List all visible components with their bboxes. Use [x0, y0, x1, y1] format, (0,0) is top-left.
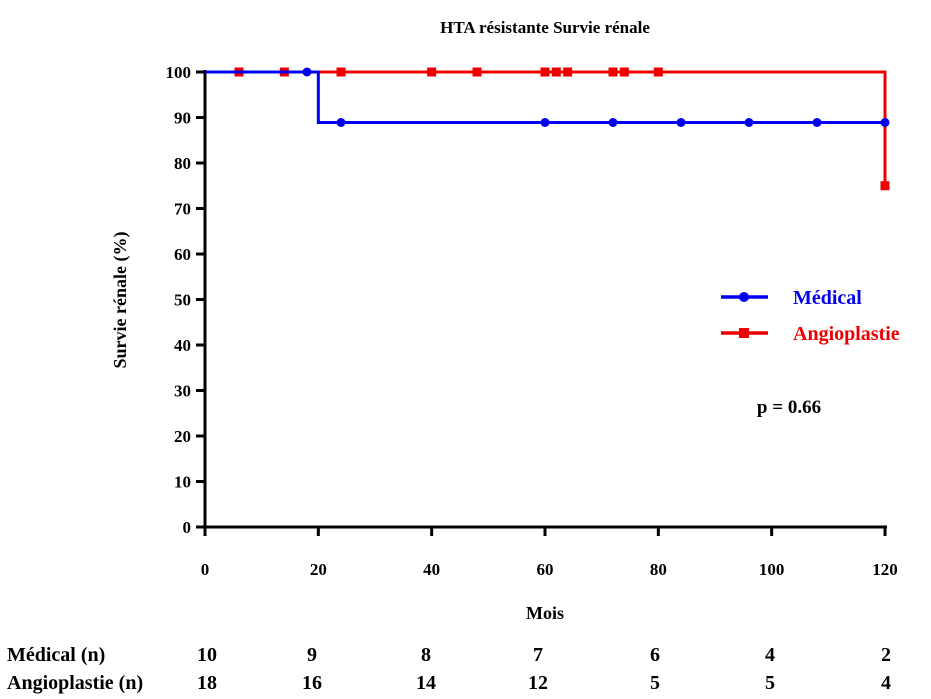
- series-line-medical: [205, 70, 885, 125]
- axes: 0 10 20 30 40 50 60 70 80 90 100 0 20 40 60 80 100 120: [166, 63, 898, 579]
- risk-value: 10: [197, 644, 217, 666]
- y-tick-label: 80: [174, 154, 191, 173]
- y-tick-label: 60: [174, 245, 191, 264]
- censor-mark: [619, 67, 629, 77]
- risk-value: 4: [881, 672, 891, 694]
- y-tick-label: 20: [174, 427, 191, 446]
- x-tick-label: 100: [759, 560, 785, 579]
- censor-mark: [336, 67, 346, 77]
- censor-mark: [653, 67, 663, 77]
- y-tick-label: 30: [174, 382, 191, 401]
- risk-row-label: Angioplastie (n): [7, 672, 144, 694]
- y-tick-label: 40: [174, 336, 191, 355]
- censor-mark: [676, 118, 686, 128]
- y-tick-label: 70: [174, 200, 191, 219]
- legend-label: Médical: [793, 287, 862, 309]
- x-axis-label: Mois: [526, 603, 564, 623]
- y-tick-label: 100: [166, 63, 192, 82]
- y-tick-label: 90: [174, 109, 191, 128]
- risk-value: 5: [650, 672, 660, 694]
- censor-mark: [812, 118, 822, 128]
- risk-value: 9: [307, 644, 317, 666]
- censor-mark: [540, 118, 550, 128]
- x-tick-label: 120: [872, 560, 898, 579]
- censor-mark: [551, 67, 561, 77]
- risk-value: 7: [533, 644, 543, 666]
- censor-mark: [540, 67, 550, 77]
- legend: Médical Angioplastie: [721, 287, 900, 345]
- x-tick-label: 40: [423, 560, 440, 579]
- risk-value: 8: [421, 644, 431, 666]
- legend-label: Angioplastie: [793, 323, 900, 345]
- censor-mark: [744, 118, 754, 128]
- risk-value: 12: [528, 672, 548, 694]
- censor-mark: [608, 67, 618, 77]
- x-tick-label: 20: [310, 560, 327, 579]
- risk-value: 6: [650, 644, 660, 666]
- risk-row-label: Médical (n): [7, 644, 106, 666]
- legend-marker: [739, 328, 749, 338]
- y-tick-label: 0: [183, 518, 192, 537]
- p-value-annotation: p = 0.66: [757, 397, 821, 418]
- censor-mark: [880, 181, 890, 191]
- chart-title: HTA résistante Survie rénale: [440, 18, 650, 37]
- y-tick-label: 50: [174, 291, 191, 310]
- censor-mark: [336, 118, 346, 128]
- y-tick-label: 10: [174, 473, 191, 492]
- censor-mark: [427, 67, 437, 77]
- series-layer: [205, 67, 890, 191]
- censor-mark: [472, 67, 482, 77]
- y-axis-label: Survie rénale (%): [110, 232, 131, 369]
- risk-value: 14: [416, 672, 436, 694]
- series-line-angioplastie: [205, 70, 887, 186]
- risk-value: 4: [765, 644, 775, 666]
- censor-mark: [302, 67, 312, 77]
- risk-value: 18: [197, 672, 217, 694]
- x-tick-label: 80: [650, 560, 667, 579]
- x-tick-label: 60: [537, 560, 554, 579]
- risk-value: 16: [302, 672, 322, 694]
- risk-value: 5: [765, 672, 775, 694]
- x-tick-label: 0: [201, 560, 210, 579]
- risk-value: 2: [881, 644, 891, 666]
- legend-marker: [739, 292, 749, 302]
- censor-mark: [880, 118, 890, 128]
- censor-mark: [563, 67, 573, 77]
- censor-mark: [608, 118, 618, 128]
